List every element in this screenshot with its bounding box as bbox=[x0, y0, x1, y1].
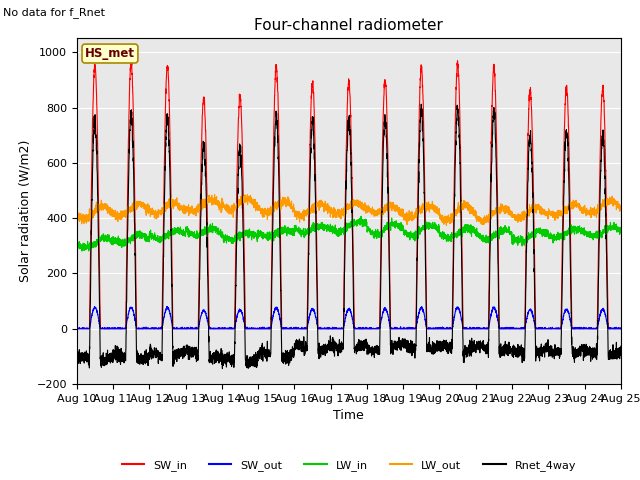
Text: HS_met: HS_met bbox=[85, 47, 135, 60]
LW_in bbox=[357, 213, 365, 219]
SW_in bbox=[471, 326, 479, 332]
Rnet_4way bbox=[502, 349, 509, 355]
SW_out bbox=[171, 326, 179, 332]
SW_in bbox=[617, 326, 625, 332]
Line: Rnet_4way: Rnet_4way bbox=[77, 104, 621, 369]
SW_out bbox=[329, 324, 337, 330]
SW_in bbox=[502, 326, 509, 332]
LW_in bbox=[616, 226, 624, 231]
LW_out bbox=[442, 223, 450, 228]
SW_out bbox=[441, 325, 449, 331]
LW_in bbox=[441, 232, 449, 238]
Line: LW_in: LW_in bbox=[77, 216, 621, 251]
X-axis label: Time: Time bbox=[333, 409, 364, 422]
Rnet_4way bbox=[329, 348, 337, 354]
Rnet_4way bbox=[417, 101, 425, 107]
Rnet_4way bbox=[471, 348, 479, 354]
LW_in bbox=[617, 225, 625, 231]
Rnet_4way bbox=[73, 352, 81, 358]
Rnet_4way bbox=[441, 345, 449, 351]
Rnet_4way bbox=[219, 366, 227, 372]
Text: No data for f_Rnet: No data for f_Rnet bbox=[3, 7, 105, 18]
Line: LW_out: LW_out bbox=[77, 194, 621, 226]
SW_in bbox=[454, 58, 461, 64]
LW_in bbox=[471, 230, 479, 236]
SW_in bbox=[171, 326, 179, 332]
LW_out bbox=[171, 200, 179, 206]
LW_out bbox=[616, 204, 624, 210]
Legend: SW_in, SW_out, LW_in, LW_out, Rnet_4way: SW_in, SW_out, LW_in, LW_out, Rnet_4way bbox=[117, 456, 580, 475]
Y-axis label: Solar radiation (W/m2): Solar radiation (W/m2) bbox=[18, 140, 31, 282]
SW_out bbox=[502, 325, 509, 331]
LW_out bbox=[329, 210, 337, 216]
SW_in bbox=[616, 326, 624, 332]
LW_in bbox=[502, 226, 509, 232]
LW_out bbox=[471, 207, 479, 213]
SW_out bbox=[471, 326, 479, 332]
LW_in bbox=[171, 230, 179, 236]
Rnet_4way bbox=[171, 354, 179, 360]
SW_out bbox=[616, 326, 624, 332]
LW_out bbox=[73, 212, 81, 218]
Line: SW_in: SW_in bbox=[77, 61, 621, 329]
LW_out bbox=[502, 205, 509, 211]
SW_in bbox=[73, 326, 81, 332]
SW_out bbox=[163, 303, 171, 309]
LW_out bbox=[211, 192, 218, 197]
Line: SW_out: SW_out bbox=[77, 306, 621, 329]
Rnet_4way bbox=[616, 348, 624, 354]
Rnet_4way bbox=[617, 343, 625, 349]
SW_out bbox=[73, 326, 81, 332]
SW_in bbox=[328, 326, 336, 332]
SW_out bbox=[617, 326, 625, 332]
SW_in bbox=[440, 326, 448, 332]
LW_in bbox=[329, 231, 337, 237]
LW_out bbox=[617, 206, 625, 212]
Title: Four-channel radiometer: Four-channel radiometer bbox=[254, 18, 444, 33]
LW_in bbox=[73, 239, 81, 244]
LW_in bbox=[84, 248, 92, 254]
LW_out bbox=[441, 216, 449, 221]
